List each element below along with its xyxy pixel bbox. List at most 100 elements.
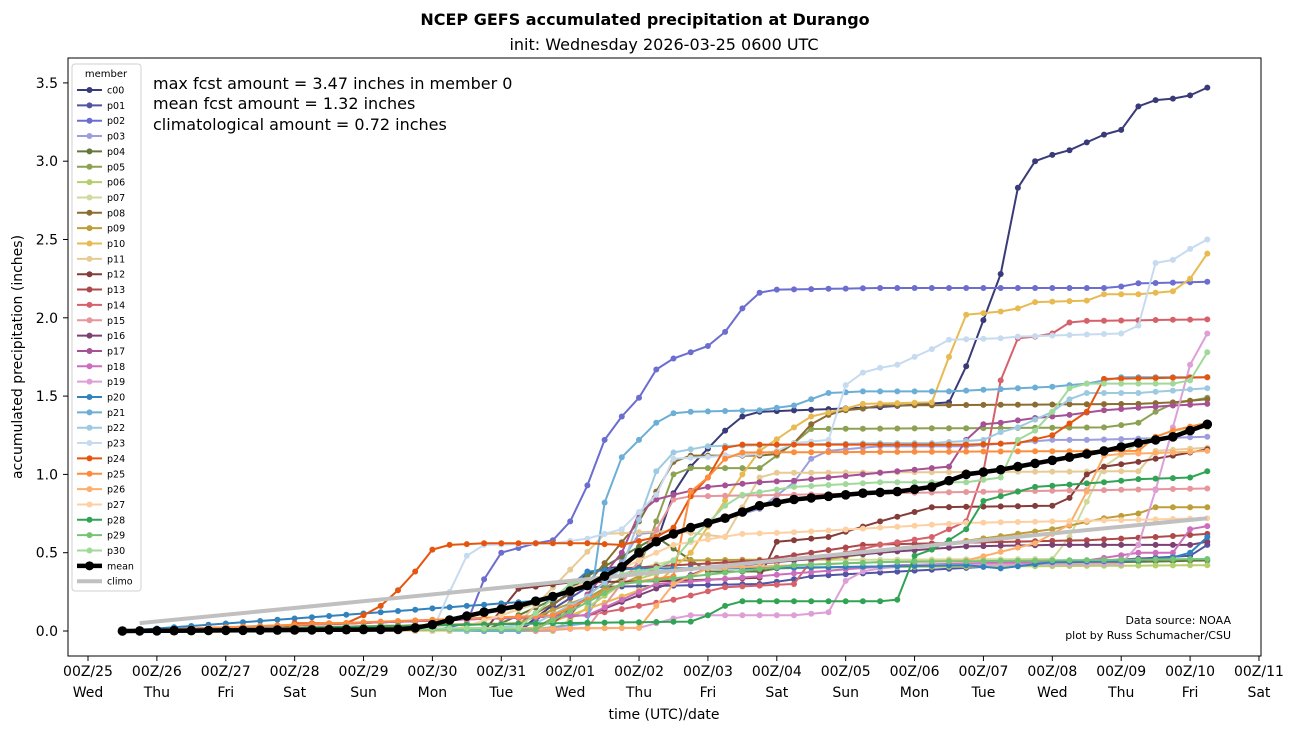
chart-subtitle: init: Wednesday 2026-03-25 0600 UTC	[509, 35, 818, 54]
data-point	[808, 483, 815, 489]
x-tick-label: 00Z/10	[1165, 664, 1215, 680]
data-point	[1014, 417, 1021, 424]
data-point	[1118, 535, 1125, 542]
data-point	[946, 425, 952, 432]
x-tick-day-label: Sun	[350, 685, 377, 701]
data-point	[567, 540, 574, 547]
data-point	[842, 526, 849, 533]
data-point	[670, 496, 677, 503]
data-point	[806, 493, 816, 503]
data-point	[842, 577, 849, 584]
data-point	[756, 612, 763, 619]
data-point	[963, 503, 970, 510]
data-point	[636, 619, 642, 626]
data-point	[704, 577, 711, 584]
data-point	[911, 441, 918, 448]
data-point	[877, 441, 884, 448]
x-tick-label: 00Z/05	[821, 664, 871, 680]
data-point	[722, 465, 729, 472]
data-point	[532, 610, 539, 617]
data-point	[1101, 517, 1107, 524]
data-point	[1049, 518, 1056, 525]
data-point	[687, 408, 694, 415]
data-point	[997, 557, 1004, 564]
data-point	[840, 490, 851, 500]
data-point	[1032, 557, 1039, 564]
data-point	[1014, 448, 1021, 455]
data-point	[791, 286, 797, 293]
legend-item-p13: p13	[77, 285, 125, 296]
data-point	[1204, 236, 1211, 243]
data-point	[791, 537, 797, 544]
data-point	[1118, 436, 1125, 443]
data-point	[653, 518, 660, 525]
data-point	[704, 465, 711, 472]
data-point	[446, 541, 453, 548]
data-point	[1032, 448, 1039, 455]
data-point	[722, 427, 729, 434]
data-point	[584, 619, 591, 626]
legend-label: p05	[107, 162, 125, 173]
data-point	[859, 471, 866, 478]
legend-label: p24	[107, 454, 125, 465]
data-point	[773, 529, 780, 536]
data-point	[722, 575, 729, 582]
x-tick-day-label: Sat	[283, 685, 306, 701]
data-point	[773, 286, 780, 293]
data-point	[997, 377, 1004, 384]
data-point	[1014, 519, 1021, 525]
data-point	[1014, 184, 1021, 191]
x-tick-label: 00Z/08	[1027, 664, 1077, 680]
data-point	[842, 571, 849, 578]
data-point	[825, 482, 832, 488]
data-point	[928, 562, 935, 569]
data-point	[997, 519, 1004, 526]
data-point	[670, 541, 677, 548]
legend-label: p11	[107, 254, 125, 265]
legend-label: p22	[107, 423, 125, 434]
data-point	[1135, 103, 1142, 110]
data-point	[1135, 468, 1142, 475]
data-point	[427, 619, 438, 630]
data-point	[1135, 280, 1142, 287]
data-point	[463, 602, 470, 609]
series-line-mean	[122, 422, 1209, 634]
data-point	[1032, 427, 1039, 434]
data-point	[1066, 285, 1073, 291]
data-point	[1202, 419, 1213, 430]
data-point	[997, 335, 1004, 342]
data-point	[877, 598, 884, 605]
legend-item-mean: mean	[77, 561, 134, 572]
data-point	[928, 504, 935, 511]
legend-item-p11: p11	[77, 254, 125, 265]
data-point	[549, 607, 556, 614]
x-tick-label: 00Z/29	[339, 664, 389, 680]
data-point	[773, 564, 780, 571]
data-point	[653, 366, 660, 373]
legend-marker	[86, 470, 93, 477]
data-point	[1152, 280, 1159, 286]
data-point	[825, 441, 832, 448]
data-point	[1118, 556, 1125, 563]
data-point	[498, 612, 505, 619]
data-point	[1135, 476, 1142, 483]
data-point	[308, 614, 315, 621]
data-point	[773, 441, 780, 448]
data-point	[859, 559, 866, 566]
data-point	[670, 596, 677, 603]
data-point	[1032, 299, 1039, 306]
data-point	[1135, 562, 1142, 569]
data-point	[859, 388, 866, 395]
data-point	[1204, 468, 1211, 475]
data-point	[756, 489, 763, 496]
data-point	[859, 568, 866, 575]
legend-item-p01: p01	[77, 101, 125, 112]
data-point	[928, 388, 935, 395]
data-point	[963, 363, 970, 370]
data-point	[567, 566, 574, 573]
data-point	[928, 285, 935, 291]
data-point	[1187, 562, 1194, 569]
data-point	[324, 625, 334, 635]
data-point	[1169, 374, 1176, 381]
